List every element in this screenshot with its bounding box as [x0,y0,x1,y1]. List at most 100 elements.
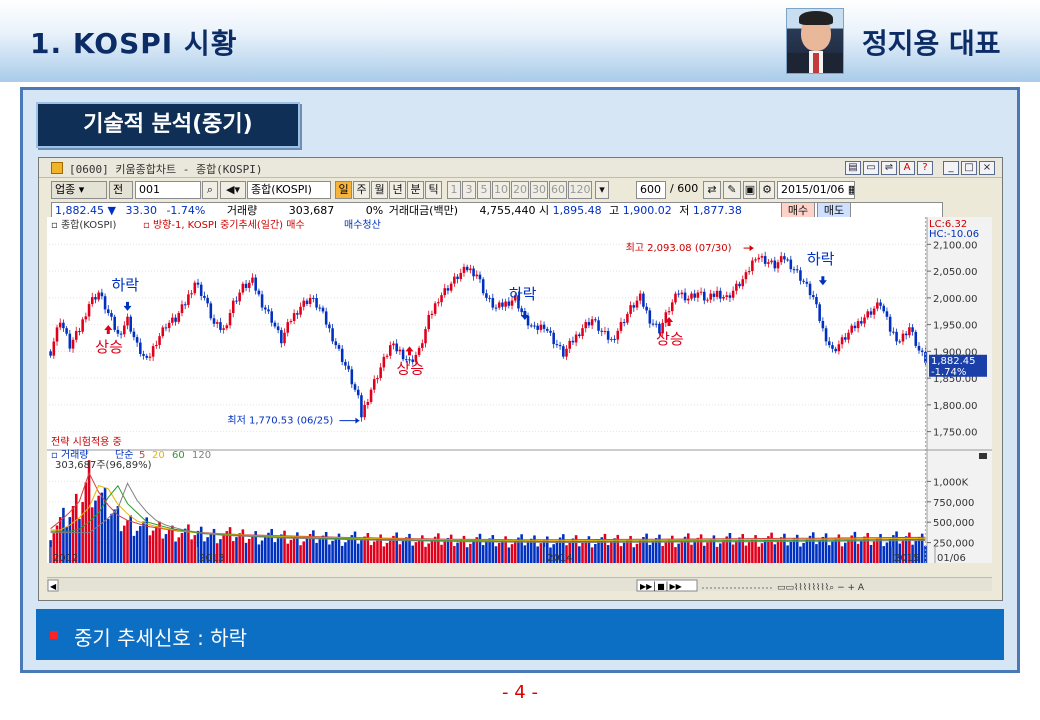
date-input[interactable]: 2015/01/06 ▦ [777,181,855,199]
volume-bar [52,533,56,563]
candle-body [892,331,895,333]
search-icon[interactable]: ⌕ [202,181,218,199]
close-icon[interactable]: × [979,161,995,175]
minute-tab-30[interactable]: 30 [530,181,548,199]
period-tab-4[interactable]: 년 [389,181,406,199]
volume-bar [536,546,539,563]
volume-bar [690,544,693,563]
volume-bar [139,526,142,563]
volume-bar [347,538,350,563]
candle-body [433,303,437,314]
page-number: - 4 - [502,682,538,703]
volume-bar [699,534,703,563]
volume-bar [142,521,145,563]
low-callout: 최저 1,770.53 (06/25) [227,415,333,427]
link-icon[interactable]: ⇌ [881,161,897,175]
volume-bar [388,539,392,563]
help-icon[interactable]: ? [917,161,933,175]
volume-bar [382,546,386,563]
candle-body [465,266,469,271]
sell-button[interactable]: 매도 [817,202,851,220]
volume-ratio: 0% [365,204,384,217]
candle-body [735,283,738,291]
candle-body [513,295,517,301]
code-input[interactable]: 001 [135,181,201,199]
volume-bar [356,543,360,563]
candle-body [853,325,857,329]
volume-bar [597,540,600,563]
layout-icon[interactable]: ▤ [845,161,861,175]
settings-icon[interactable]: ⚙ [759,181,775,199]
volume-bar [292,536,296,563]
minute-tab-10[interactable]: 10 [492,181,510,199]
minute-tab-120[interactable]: 120 [568,181,592,199]
minute-dropdown-icon[interactable]: ▾ [595,181,609,199]
candle-body [318,307,322,309]
volume-bar [526,542,530,563]
volume-bar [693,541,696,563]
period-tab-1[interactable]: 일 [335,181,352,199]
volume-bar [318,539,322,563]
minute-tab-3[interactable]: 3 [462,181,476,199]
minute-tab-60[interactable]: 60 [549,181,567,199]
candle-body [449,283,453,291]
minimize-icon[interactable]: _ [943,161,959,175]
maximize-icon[interactable]: □ [961,161,977,175]
candle-body [443,288,447,296]
sell-signal-arrow [818,276,827,286]
kospi-chart[interactable]: 2,100.00 2,050.00 2,000.00 1,950.00 1,900.00… [47,217,992,563]
volume-bar [151,530,155,563]
speaker-icon[interactable]: ◀▾ [220,181,246,199]
save-icon[interactable]: ▣ [743,181,757,199]
period-tab-2[interactable]: 주 [353,181,370,199]
volume-bar [558,537,562,563]
chart-scrollbar[interactable]: ◀ ▶▶│■│▶▶ ▭▭⌇⌇⌇⌇⌇⌇⌇⌇⌕ − + A [47,577,992,593]
candle-body [888,316,892,332]
volume-bar [510,544,514,563]
candle-body [850,325,853,333]
volume-tick-label: 500,000 [933,518,974,529]
volume-bar [744,545,748,563]
count-input[interactable]: 600 [636,181,666,199]
candle-body [270,311,273,323]
volume-bar [62,507,65,563]
candle-body [545,328,549,331]
volume-bar [344,542,347,563]
sector-dropdown[interactable]: 업종 ▾ [51,181,107,199]
high-value: 1,900.02 [622,204,672,217]
volume-bar [722,539,725,563]
candle-body [818,304,821,321]
volume-legend-title: ▫ 거래량 [51,449,89,461]
volume-bar [350,535,354,563]
period-tab-5[interactable]: 분 [407,181,424,199]
minute-tab-5[interactable]: 5 [477,181,491,199]
candle-body [379,367,382,378]
candle-body [728,295,732,298]
period-tab-6[interactable]: 틱 [425,181,442,199]
candle-body [190,293,193,295]
volume-bar [504,536,507,563]
candle-body [286,322,290,333]
volume-bar [433,536,437,563]
prefix-button[interactable]: 전 [109,181,133,199]
candle-body [334,341,338,346]
volume-panel-icon [979,453,987,459]
screen-icon[interactable]: ▭ [863,161,879,175]
volume-bar [324,531,328,563]
candle-body [135,337,139,343]
volume-bar [372,541,376,563]
period-tab-3[interactable]: 월 [371,181,388,199]
volume-bar [366,533,370,563]
candle-body [773,260,777,269]
volume-bar [129,515,132,563]
minute-tab-1[interactable]: 1 [447,181,461,199]
candle-body [872,308,876,315]
font-icon[interactable]: A [899,161,915,175]
scroll-icon[interactable]: ⇄ [703,181,721,199]
buy-button[interactable]: 매수 [781,202,815,220]
minute-tab-20[interactable]: 20 [511,181,529,199]
candle-body [552,332,555,345]
count-total: / 600 [667,181,701,199]
tool-icon[interactable]: ✎ [723,181,741,199]
candle-body [296,313,299,315]
